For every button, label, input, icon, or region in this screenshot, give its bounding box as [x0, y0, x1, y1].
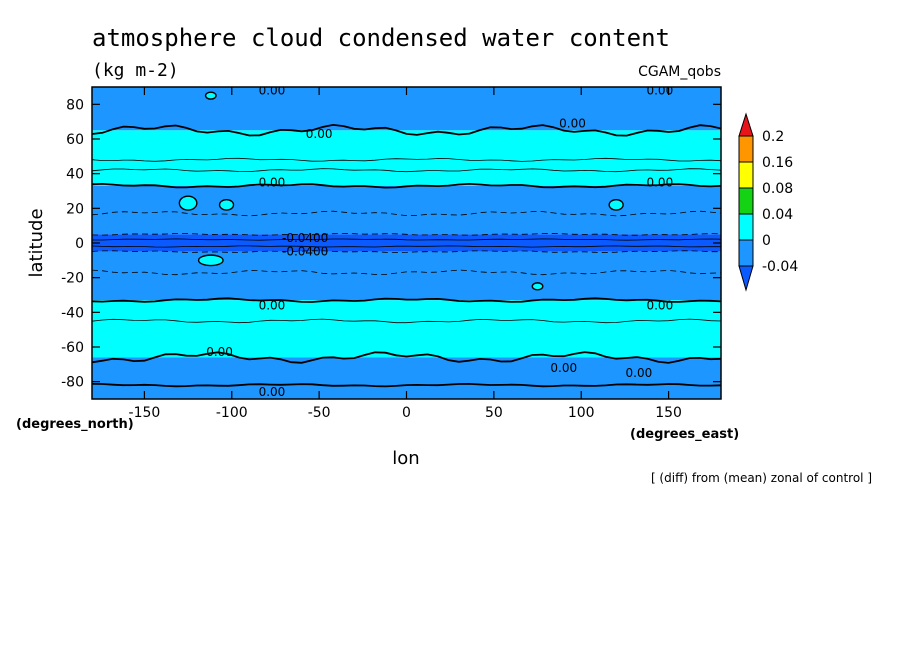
- x-tick-label: 0: [402, 405, 411, 421]
- contour-line: [92, 123, 721, 137]
- colorbar: 0.2 0.16 0.08 0.04 0 -0.04: [738, 112, 798, 292]
- contour-line: [92, 232, 721, 236]
- x-tick-label: 150: [655, 405, 682, 421]
- colorbar-segment: [738, 213, 754, 241]
- footnote: [ (diff) from (mean) zonal of control ]: [651, 471, 872, 485]
- contour-island: [218, 198, 235, 211]
- plot-field: 0.00 0.00 0.00 0.00 0.00 0.00 -0.0400-0.0400 0.…: [92, 83, 721, 399]
- colorbar-cap-bottom: [738, 265, 754, 292]
- contour-label: 0.00: [259, 175, 286, 189]
- contour-label: 0.00: [259, 385, 286, 399]
- x-tick-label: -100: [216, 405, 248, 421]
- chart-subtitle: (kg m-2): [92, 60, 179, 81]
- colorbar-segment: [738, 239, 754, 267]
- colorbar-segment: [738, 187, 754, 215]
- y-tick-label: -80: [61, 375, 84, 391]
- contour-line: [92, 297, 721, 303]
- colorbar-label: 0.2: [762, 129, 784, 145]
- contour-island: [531, 282, 544, 291]
- y-tick-label: 0: [75, 236, 84, 252]
- band-1: [92, 130, 721, 186]
- contour-label: -0.0400: [282, 231, 328, 245]
- contour-island: [178, 195, 198, 211]
- y-units-label: (degrees_north): [16, 417, 134, 432]
- x-units-label: (degrees_east): [630, 427, 739, 442]
- contour-line: [92, 250, 721, 254]
- colorbar-segment: [738, 161, 754, 189]
- contour-label: 0.00: [646, 83, 673, 97]
- y-tick-label: -40: [61, 305, 84, 321]
- contour-line: [92, 182, 721, 189]
- plot-area: 0.00 0.00 0.00 0.00 0.00 0.00 -0.0400-0.0400 0.…: [91, 83, 722, 400]
- contour-line: [92, 210, 721, 217]
- x-tick-label: 100: [568, 405, 595, 421]
- contour-label: 0.00: [626, 366, 653, 380]
- contour-label: 0.00: [206, 345, 233, 359]
- y-axis-label: latitude: [26, 208, 47, 277]
- contour-line: [92, 269, 721, 276]
- y-tick-label: 80: [66, 97, 84, 113]
- contour-label: 0.00: [259, 298, 286, 312]
- colorbar-label: 0: [762, 233, 771, 249]
- contour-label: 0.00: [306, 127, 333, 141]
- contour-line: [92, 351, 721, 364]
- colorbar-label: 0.04: [762, 207, 793, 223]
- contour-label: 0.00: [550, 361, 577, 375]
- band-3: [92, 234, 721, 252]
- contour-line: [92, 382, 721, 388]
- x-tick-label: 50: [485, 405, 503, 421]
- contour-line: [92, 157, 721, 162]
- colorbar-label: 0.16: [762, 155, 793, 171]
- contour-label: 0.00: [646, 298, 673, 312]
- y-tick-label: -60: [61, 340, 84, 356]
- colorbar-segment: [738, 135, 754, 163]
- x-tick-label: -150: [129, 405, 161, 421]
- contour-label: 0.00: [559, 116, 586, 130]
- x-axis-label: lon: [392, 448, 419, 469]
- band-5: [92, 300, 721, 358]
- contour-label: -0.0400: [282, 245, 328, 259]
- x-tick-label: -50: [308, 405, 331, 421]
- contour-line: [92, 318, 721, 324]
- contour-line: [92, 245, 721, 248]
- band-4: [92, 251, 721, 301]
- y-tick-label: 40: [66, 167, 84, 183]
- model-label: CGAM_qobs: [638, 64, 721, 80]
- contour-island: [204, 91, 217, 100]
- contour-label: 0.00: [259, 83, 286, 97]
- colorbar-cap-top: [738, 112, 754, 137]
- colorbar-label: -0.04: [762, 259, 798, 275]
- axis-ticks: -150 -100 -50 0 50 100 150 80 60 40 20 0 -20 -40 -60 -8…: [61, 87, 721, 421]
- contour-island: [197, 254, 224, 267]
- contour-island: [608, 198, 624, 211]
- contour-line: [92, 168, 721, 173]
- contour-label: 0.00: [646, 175, 673, 189]
- contour-line: [92, 238, 721, 241]
- colorbar-label: 0.08: [762, 181, 793, 197]
- y-tick-label: -20: [61, 271, 84, 287]
- y-tick-label: 60: [66, 132, 84, 148]
- chart-title: atmosphere cloud condensed water content: [92, 24, 670, 52]
- y-tick-label: 20: [66, 201, 84, 217]
